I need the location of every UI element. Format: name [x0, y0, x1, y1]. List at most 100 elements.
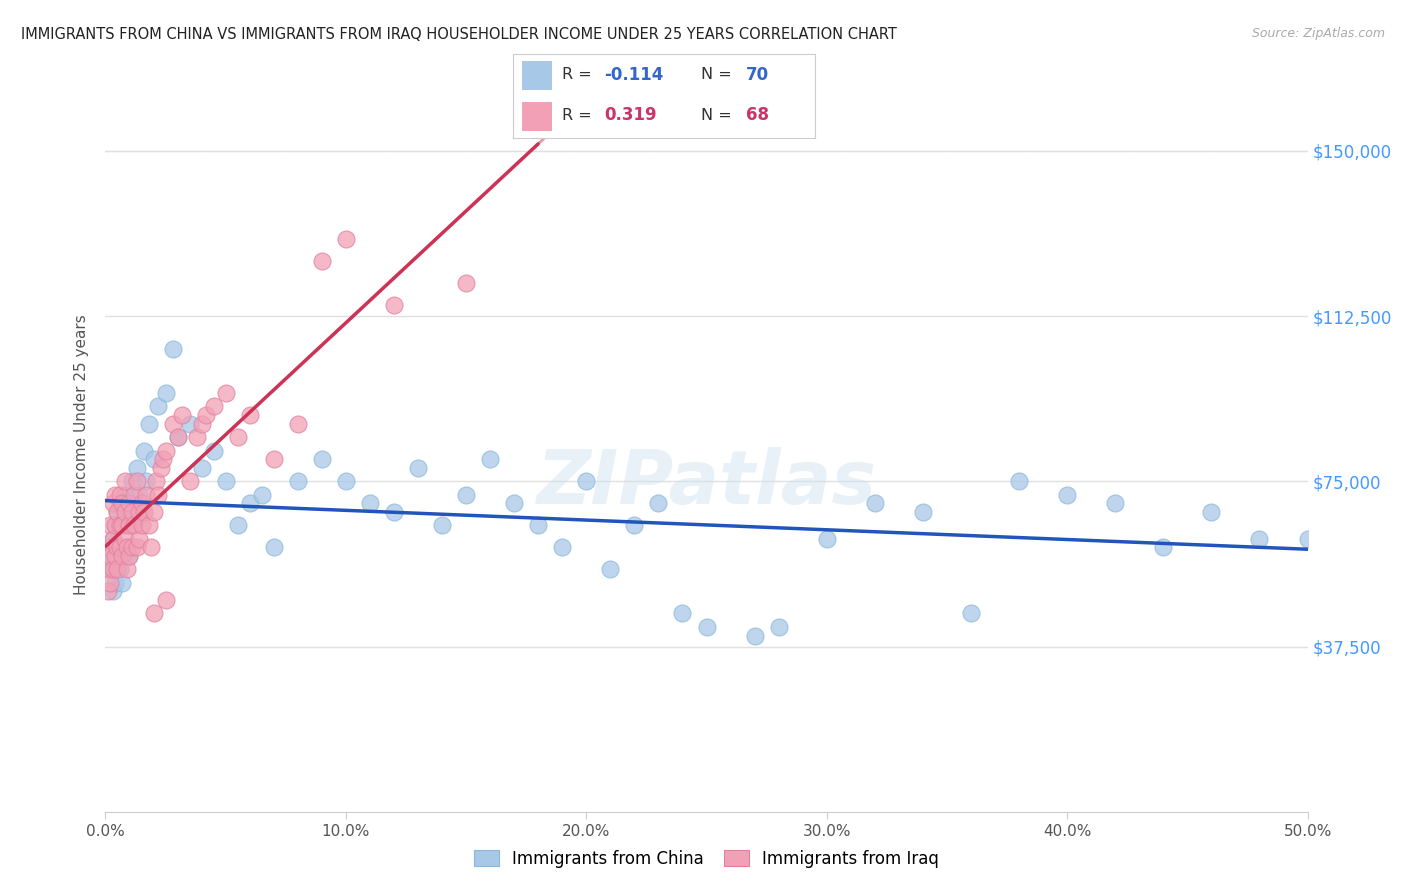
Point — [382, 505, 405, 519]
Point — [108, 562, 131, 576]
Point — [575, 475, 598, 489]
Point — [287, 475, 309, 489]
Point — [148, 487, 170, 501]
Point — [104, 518, 127, 533]
Point — [138, 518, 160, 533]
Point — [155, 443, 177, 458]
Point — [108, 541, 131, 555]
Point — [132, 505, 155, 519]
Point — [202, 400, 225, 414]
Point — [162, 342, 184, 356]
Text: Source: ZipAtlas.com: Source: ZipAtlas.com — [1251, 27, 1385, 40]
Point — [124, 518, 146, 533]
Point — [108, 487, 131, 501]
Text: R =: R = — [561, 67, 596, 82]
Point — [104, 487, 127, 501]
Point — [190, 461, 212, 475]
Point — [104, 549, 127, 564]
Point — [768, 620, 790, 634]
Point — [101, 532, 124, 546]
Point — [406, 461, 429, 475]
Bar — [522, 62, 553, 90]
Text: -0.114: -0.114 — [605, 66, 664, 84]
Point — [107, 562, 129, 576]
Point — [911, 505, 934, 519]
Point — [287, 417, 309, 431]
Point — [101, 562, 124, 576]
Point — [172, 409, 194, 423]
Point — [114, 549, 136, 564]
Legend: Immigrants from China, Immigrants from Iraq: Immigrants from China, Immigrants from I… — [467, 844, 946, 875]
Point — [97, 562, 120, 576]
Point — [239, 496, 262, 510]
Point — [214, 386, 236, 401]
Bar — [522, 102, 553, 130]
Point — [503, 496, 526, 510]
Point — [152, 452, 174, 467]
Point — [98, 549, 121, 564]
Point — [111, 518, 134, 533]
Y-axis label: Householder Income Under 25 years: Householder Income Under 25 years — [75, 315, 90, 595]
Point — [114, 487, 136, 501]
Point — [101, 532, 124, 546]
Point — [214, 475, 236, 489]
Point — [186, 430, 208, 444]
Point — [108, 496, 131, 510]
Point — [135, 487, 157, 501]
Point — [166, 430, 188, 444]
Point — [97, 541, 120, 555]
Point — [454, 487, 477, 501]
Point — [863, 496, 886, 510]
Point — [114, 475, 136, 489]
Point — [263, 541, 285, 555]
Point — [142, 505, 165, 519]
Point — [454, 276, 477, 290]
Point — [195, 409, 218, 423]
Point — [114, 532, 136, 546]
Point — [202, 443, 225, 458]
Point — [98, 549, 121, 564]
Point — [359, 496, 381, 510]
Point — [115, 562, 138, 576]
Point — [111, 549, 134, 564]
Point — [108, 518, 131, 533]
Point — [107, 505, 129, 519]
Text: ZIPatlas: ZIPatlas — [537, 447, 876, 520]
Point — [115, 541, 138, 555]
Point — [138, 417, 160, 431]
Point — [131, 518, 153, 533]
Point — [430, 518, 453, 533]
Point — [121, 505, 143, 519]
Point — [107, 505, 129, 519]
Point — [104, 575, 127, 590]
Point — [111, 496, 134, 510]
Point — [101, 584, 124, 599]
Point — [118, 549, 141, 564]
Point — [226, 430, 249, 444]
Point — [107, 541, 129, 555]
Point — [142, 452, 165, 467]
Text: R =: R = — [561, 108, 602, 123]
Text: N =: N = — [700, 108, 737, 123]
Point — [311, 452, 333, 467]
Point — [135, 475, 157, 489]
Point — [121, 541, 143, 555]
Text: 70: 70 — [747, 66, 769, 84]
Point — [1201, 505, 1223, 519]
Point — [128, 532, 150, 546]
Point — [118, 518, 141, 533]
Text: N =: N = — [700, 67, 737, 82]
Point — [139, 541, 162, 555]
Point — [125, 475, 148, 489]
Point — [101, 496, 124, 510]
Point — [121, 475, 143, 489]
Point — [111, 575, 134, 590]
Point — [479, 452, 502, 467]
Point — [335, 232, 357, 246]
Point — [162, 417, 184, 431]
Point — [118, 549, 141, 564]
Point — [128, 487, 150, 501]
Point — [527, 518, 550, 533]
Point — [155, 386, 177, 401]
Point — [115, 514, 138, 528]
